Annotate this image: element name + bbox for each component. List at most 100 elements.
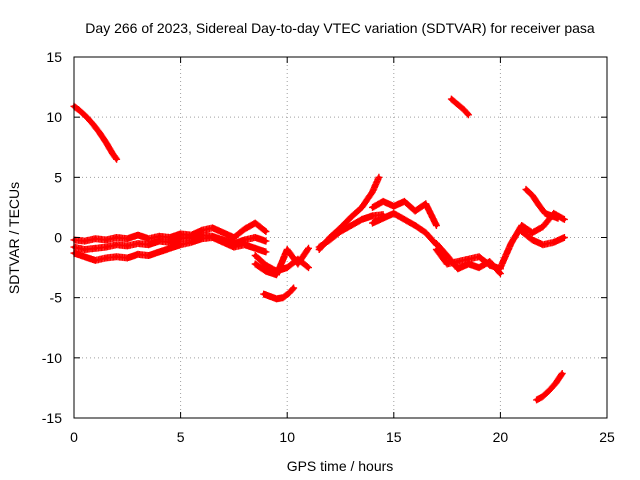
data-point — [78, 109, 83, 113]
data-point — [93, 258, 98, 263]
series-dip-9-11h-b — [251, 244, 312, 279]
data-point — [466, 262, 471, 266]
data-point — [136, 233, 140, 237]
data-point — [146, 253, 151, 258]
data-point — [423, 230, 428, 235]
x-tick-label: 20 — [493, 429, 509, 445]
series-recovery-20-23h-b — [518, 228, 568, 249]
data-point — [268, 294, 272, 299]
data-point — [285, 247, 290, 252]
data-point — [392, 211, 396, 216]
data-point — [434, 247, 439, 252]
data-point — [466, 112, 471, 117]
data-point — [104, 238, 108, 242]
data-point — [253, 262, 258, 266]
data-point — [210, 235, 215, 240]
data-point — [97, 131, 102, 135]
data-point — [253, 246, 258, 251]
data-point — [287, 291, 292, 295]
data-point — [413, 209, 417, 213]
data-point — [285, 265, 290, 270]
y-tick-label: 10 — [46, 109, 62, 125]
data-point — [242, 242, 247, 247]
data-point — [317, 245, 321, 249]
data-point — [291, 286, 296, 290]
data-point — [168, 246, 172, 251]
data-point — [487, 263, 492, 267]
x-tick-label: 25 — [599, 429, 615, 445]
data-point — [519, 229, 524, 234]
data-point — [242, 238, 247, 242]
data-point — [360, 217, 364, 222]
data-point — [296, 262, 300, 266]
y-tick-label: -15 — [42, 410, 62, 426]
x-tick-label: 0 — [70, 429, 78, 445]
axis-ticks: 0 5 10 15 20 25 -15 -10 -5 0 5 10 15 — [42, 49, 615, 445]
data-point — [562, 235, 567, 240]
data-point — [242, 227, 247, 231]
data-point — [178, 232, 183, 236]
data-point — [541, 394, 545, 399]
data-point — [547, 388, 552, 393]
data-point — [91, 122, 95, 127]
data-point — [93, 246, 98, 251]
x-axis-label: GPS time / hours — [287, 458, 394, 474]
data-point — [136, 252, 140, 257]
data-point — [449, 97, 454, 101]
data-point — [541, 242, 545, 247]
y-tick-label: 0 — [54, 230, 62, 246]
data-point — [509, 241, 513, 246]
data-point — [381, 199, 385, 204]
data-point — [253, 235, 258, 240]
data-point — [114, 157, 119, 162]
data-point — [498, 271, 503, 276]
data-point — [114, 235, 119, 240]
data-point — [178, 242, 183, 247]
data-point — [541, 224, 545, 229]
data-point — [157, 250, 162, 254]
y-tick-label: -5 — [50, 290, 63, 306]
data-point — [253, 221, 258, 225]
data-point — [392, 204, 396, 209]
x-tick-label: 15 — [386, 429, 402, 445]
x-tick-label: 5 — [177, 429, 185, 445]
data-point — [221, 230, 226, 235]
data-point — [381, 216, 385, 221]
data-point — [232, 235, 236, 240]
data-point — [338, 229, 343, 234]
data-point — [125, 236, 130, 241]
data-point — [104, 256, 108, 260]
series-band-upper — [70, 219, 270, 245]
data-point — [93, 236, 98, 241]
series-recovery-20-23h-a — [496, 209, 568, 272]
data-point — [264, 229, 268, 234]
data-point — [524, 187, 528, 192]
data-point — [82, 239, 87, 243]
data-point — [556, 216, 560, 221]
data-point — [445, 262, 449, 266]
data-point — [157, 239, 162, 243]
data-point — [462, 108, 466, 112]
data-point — [178, 236, 183, 241]
data-point — [349, 215, 353, 219]
data-point — [458, 104, 462, 109]
data-point — [455, 259, 460, 264]
data-point — [306, 265, 311, 270]
data-point — [519, 223, 524, 228]
data-point — [370, 189, 375, 194]
y-axis-label: SDTVAR / TECUs — [6, 182, 22, 294]
data-point — [560, 371, 565, 376]
data-point — [146, 236, 151, 241]
data-point — [466, 257, 471, 261]
data-point — [168, 240, 172, 245]
data-point — [200, 228, 204, 233]
data-point — [534, 398, 539, 402]
data-point — [551, 240, 556, 245]
data-point — [370, 205, 375, 210]
data-point — [445, 253, 449, 258]
data-point — [104, 140, 108, 145]
data-point — [434, 241, 439, 246]
data-point — [402, 217, 407, 222]
data-series — [70, 95, 568, 404]
